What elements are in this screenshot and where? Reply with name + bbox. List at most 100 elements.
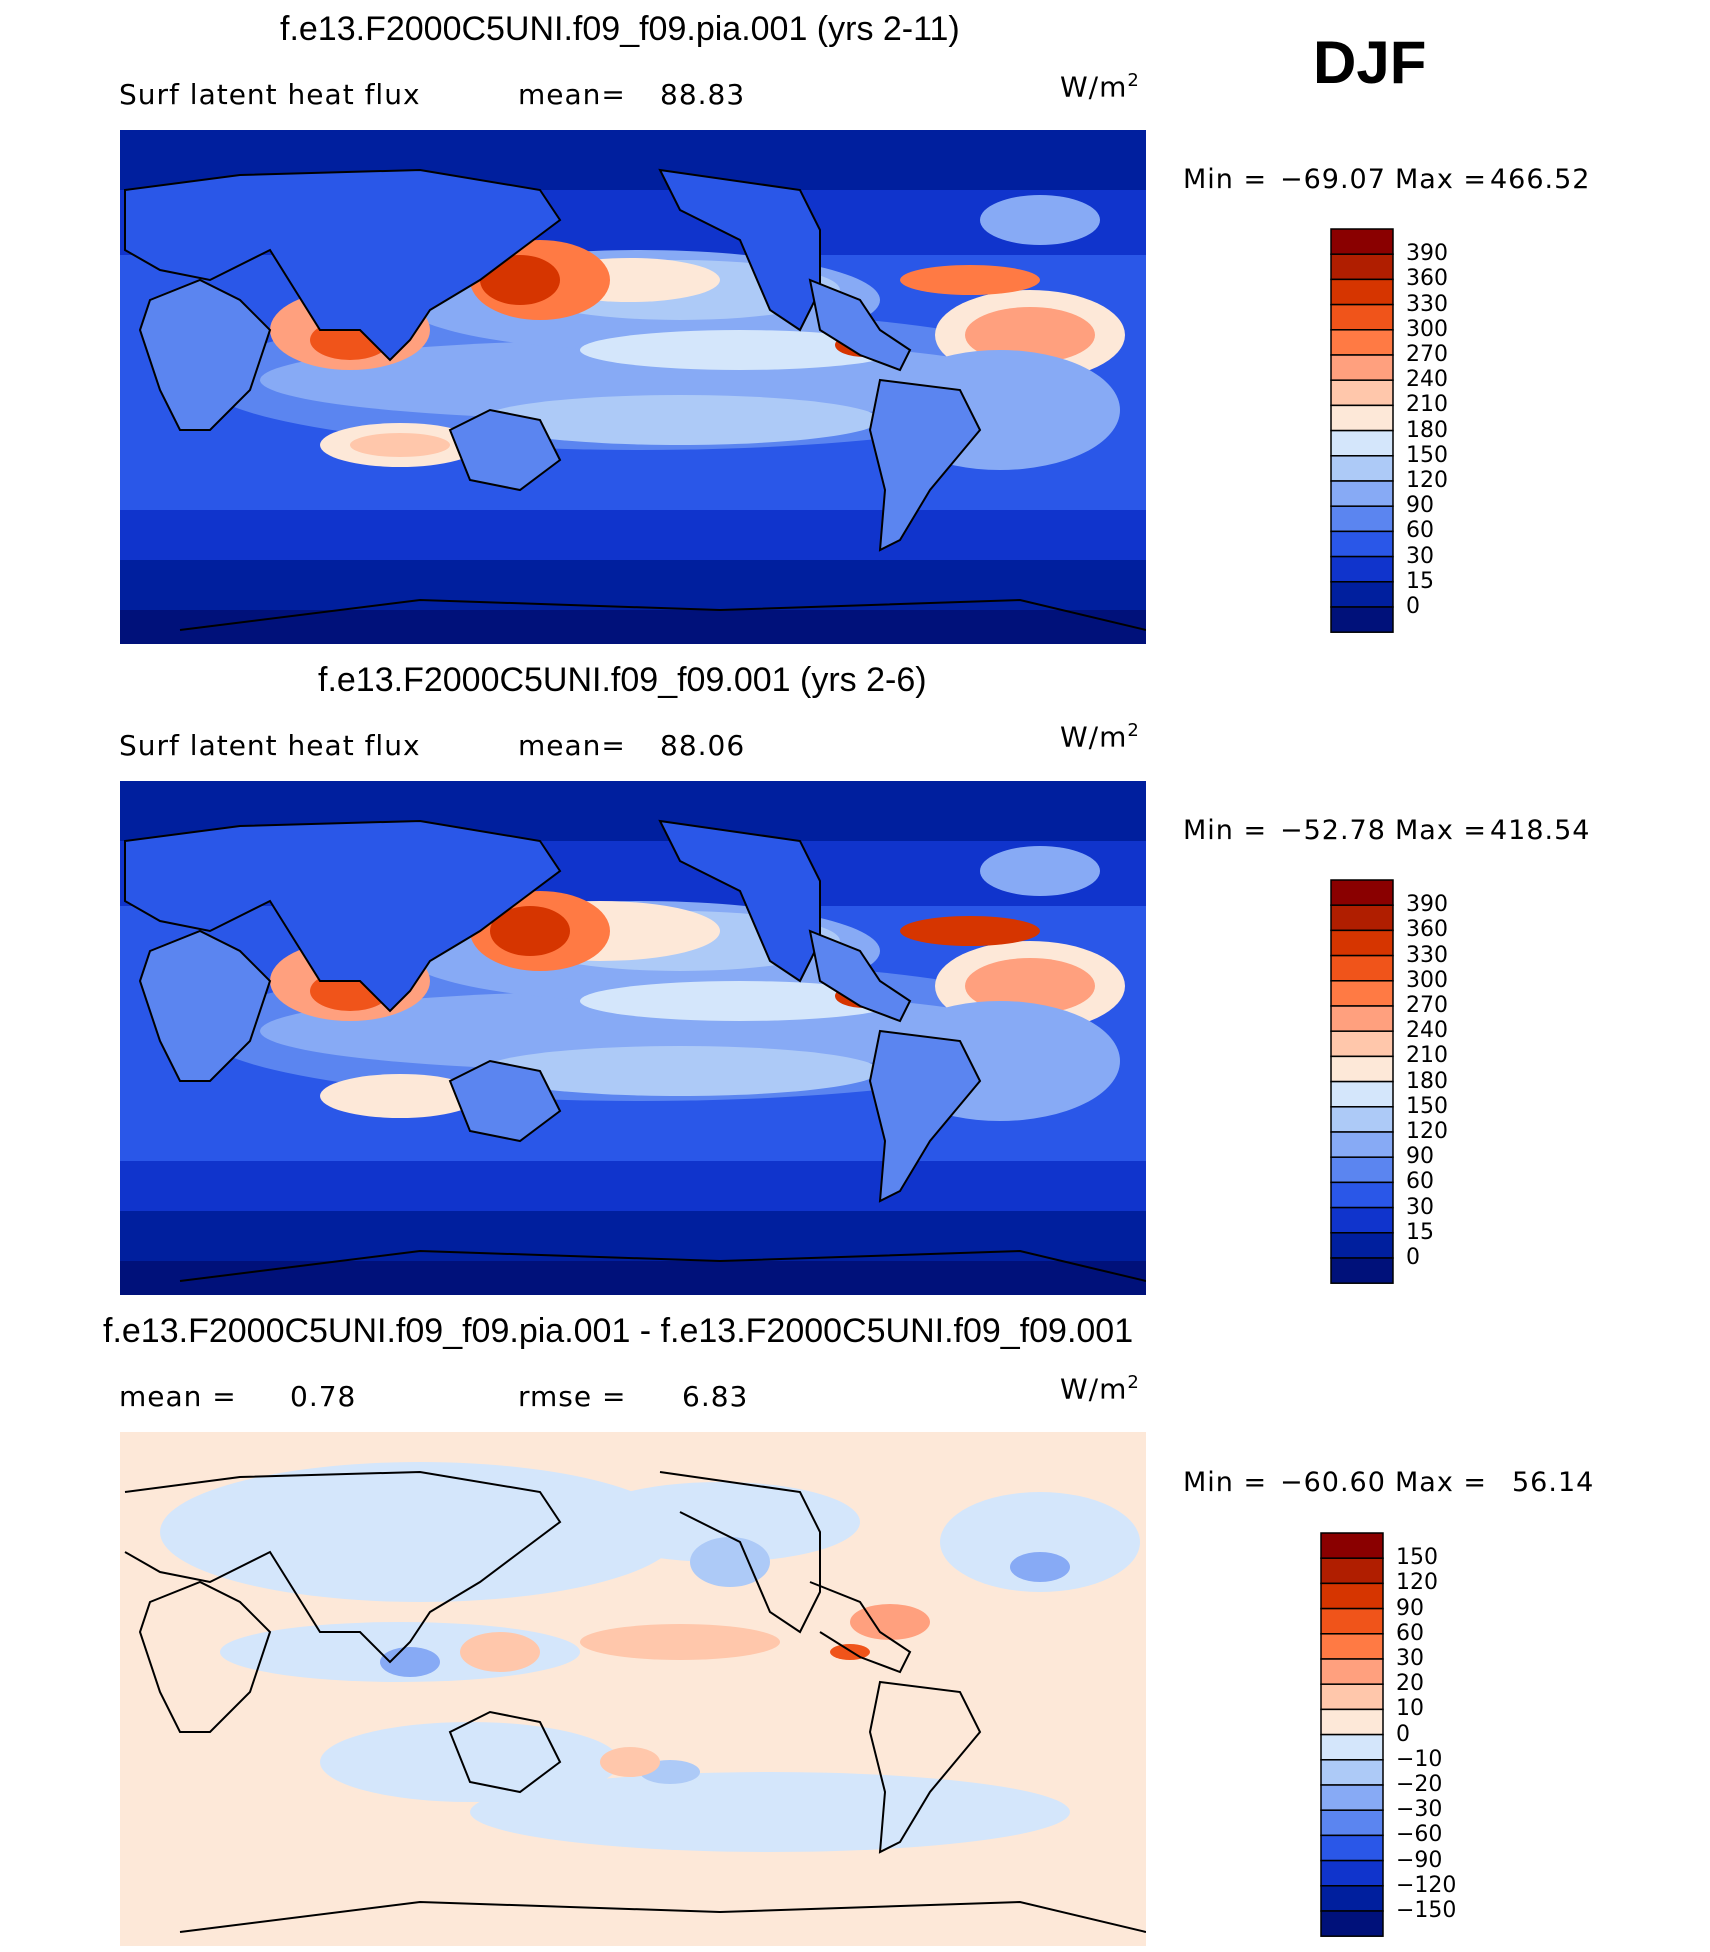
colorbar-box <box>1330 303 1394 331</box>
colorbar-box <box>1320 1633 1384 1660</box>
colorbar-box <box>1330 1206 1394 1234</box>
colorbar-box <box>1320 1658 1384 1685</box>
panel-1-colorbar <box>1330 228 1394 633</box>
colorbar-tick-label: 60 <box>1396 1620 1424 1646</box>
colorbar-box <box>1330 1106 1394 1133</box>
colorbar-tick-label: 90 <box>1406 1144 1434 1170</box>
colorbar-box <box>1330 1131 1394 1158</box>
colorbar-box <box>1330 329 1394 356</box>
colorbar-box <box>1330 581 1394 608</box>
colorbar-box <box>1330 429 1394 457</box>
colorbar-box <box>1330 954 1394 982</box>
colorbar-tick-label: 90 <box>1406 493 1434 519</box>
colorbar-tick-label: 120 <box>1406 468 1448 493</box>
panel-3-title: f.e13.F2000C5UNI.f09_f09.pia.001 - f.e13… <box>103 1312 1134 1350</box>
colorbar-tick-label: −150 <box>1396 1898 1457 1923</box>
colorbar-tick-label: 120 <box>1406 1119 1448 1144</box>
colorbar-tick-label: 60 <box>1406 518 1434 544</box>
colorbar-box <box>1330 278 1394 306</box>
colorbar-tick-label: −20 <box>1396 1772 1443 1797</box>
colorbar-tick-label: 270 <box>1406 993 1448 1018</box>
panel-1-max-value: 466.52 <box>1490 164 1591 195</box>
panel-1-colorbar-boxes <box>1330 228 1394 633</box>
panel-3-map <box>120 1432 1146 1946</box>
colorbar-box <box>1330 879 1394 906</box>
colorbar-tick-label: 390 <box>1406 241 1448 267</box>
colorbar-box <box>1320 1859 1384 1887</box>
colorbar-tick-label: 120 <box>1396 1570 1438 1596</box>
colorbar-box <box>1320 1708 1384 1736</box>
colorbar-tick-label: 300 <box>1406 316 1448 342</box>
colorbar-box <box>1330 404 1394 432</box>
colorbar-box <box>1330 606 1394 633</box>
colorbar-box <box>1330 1055 1394 1083</box>
panel-2-colorbar <box>1330 879 1394 1284</box>
colorbar-box <box>1320 1885 1384 1912</box>
panel-2-title: f.e13.F2000C5UNI.f09_f09.001 (yrs 2-6) <box>318 661 927 699</box>
colorbar-box <box>1330 1080 1394 1108</box>
colorbar-tick-label: 15 <box>1406 568 1434 594</box>
panel-3-mean-value: 0.78 <box>290 1380 357 1413</box>
colorbar-tick-label: 390 <box>1406 892 1448 918</box>
colorbar-box <box>1330 904 1394 932</box>
panel-1-units: W/m2 <box>1060 70 1140 104</box>
colorbar-tick-label: 210 <box>1406 392 1448 418</box>
colorbar-tick-label: 360 <box>1406 917 1448 943</box>
colorbar-box <box>1320 1784 1384 1811</box>
colorbar-box <box>1330 455 1394 482</box>
colorbar-box <box>1320 1834 1384 1862</box>
colorbar-tick-label: 150 <box>1406 442 1448 468</box>
colorbar-tick-label: −120 <box>1396 1872 1457 1898</box>
panel-1-min-value: −69.07 <box>1280 164 1386 195</box>
colorbar-tick-label: 10 <box>1396 1696 1424 1722</box>
colorbar-box <box>1330 379 1394 407</box>
panel-3-rmse-value: 6.83 <box>682 1380 749 1413</box>
panel-1-mean-label: mean= <box>518 78 626 111</box>
colorbar-box <box>1320 1809 1384 1837</box>
panel-2-max-value: 418.54 <box>1490 815 1591 846</box>
panel-2-variable-label: Surf latent heat flux <box>119 729 421 762</box>
colorbar-tick-label: 270 <box>1406 342 1448 367</box>
panel-1-min-label: Min = <box>1183 164 1268 195</box>
panel-3-units: W/m2 <box>1060 1372 1140 1406</box>
colorbar-tick-label: 150 <box>1406 1093 1448 1119</box>
colorbar-box <box>1320 1582 1384 1610</box>
panel-1-max-label: Max = <box>1395 164 1488 195</box>
panel-1-title: f.e13.F2000C5UNI.f09_f09.pia.001 (yrs 2-… <box>280 10 960 48</box>
panel-2-min-label: Min = <box>1183 815 1268 846</box>
panel-2-units: W/m2 <box>1060 720 1140 754</box>
colorbar-box <box>1330 228 1394 255</box>
colorbar-box <box>1320 1683 1384 1711</box>
colorbar-box <box>1330 555 1394 583</box>
panel-1-map <box>120 130 1146 644</box>
panel-1-variable-label: Surf latent heat flux <box>119 78 421 111</box>
colorbar-tick-label: 240 <box>1406 1018 1448 1044</box>
colorbar-box <box>1330 505 1394 533</box>
colorbar-tick-label: 20 <box>1396 1671 1424 1697</box>
panel-2-mean-label: mean= <box>518 729 626 762</box>
panel-2-map <box>120 781 1146 1295</box>
colorbar-box <box>1320 1557 1384 1585</box>
colorbar-box <box>1330 354 1394 381</box>
panel-3-max-label: Max = <box>1395 1467 1488 1498</box>
colorbar-tick-label: −30 <box>1396 1797 1443 1823</box>
colorbar-box <box>1330 480 1394 507</box>
colorbar-tick-label: −10 <box>1396 1746 1443 1772</box>
colorbar-box <box>1330 1030 1394 1058</box>
colorbar-box <box>1330 253 1394 281</box>
colorbar-tick-label: 0 <box>1406 594 1420 619</box>
panel-2-mean-value: 88.06 <box>660 729 746 762</box>
colorbar-tick-label: 180 <box>1406 417 1448 443</box>
colorbar-tick-label: 240 <box>1406 367 1448 393</box>
colorbar-tick-label: 300 <box>1406 967 1448 993</box>
colorbar-box <box>1320 1532 1384 1559</box>
colorbar-tick-label: 0 <box>1396 1721 1410 1747</box>
colorbar-tick-label: 150 <box>1396 1545 1438 1571</box>
colorbar-box <box>1330 980 1394 1007</box>
colorbar-tick-label: 360 <box>1406 266 1448 292</box>
season-label: DJF <box>1313 29 1427 96</box>
panel-2-max-label: Max = <box>1395 815 1488 846</box>
colorbar-box <box>1330 1257 1394 1284</box>
panel-2-min-value: −52.78 <box>1280 815 1386 846</box>
panel-2-colorbar-boxes <box>1330 879 1394 1284</box>
